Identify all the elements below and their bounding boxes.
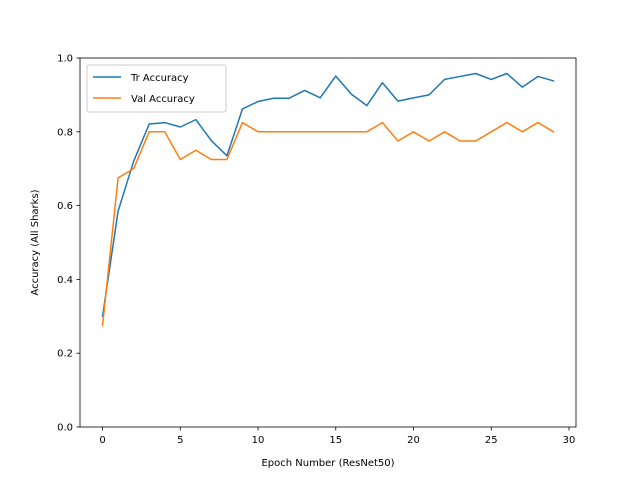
plot-area-border — [79, 57, 577, 428]
legend-box — [86, 64, 227, 113]
axes-frame — [79, 57, 577, 428]
series-line-tr-accuracy — [101, 72, 555, 318]
x-tick-label: 5 — [177, 435, 183, 446]
y-tick-label: 0.2 — [57, 349, 73, 360]
x-tick-label: 20 — [407, 435, 420, 446]
x-tick-label: 15 — [329, 435, 342, 446]
y-axis-label: Accuracy (All Sharks) — [30, 189, 41, 295]
y-tick-label: 1.0 — [57, 54, 73, 65]
ticks-layer: 0 5 10 15 20 25 30 0.0 0.2 0.4 0.6 0.8 1.0 — [57, 54, 575, 447]
x-axis-label: Epoch Number (ResNet50) — [261, 458, 394, 469]
x-tick-label: 10 — [252, 435, 265, 446]
y-tick-label: 0.4 — [57, 275, 73, 286]
legend-label-val-accuracy: Val Accuracy — [131, 94, 195, 105]
y-tick-label: 0.8 — [57, 127, 73, 138]
series-layer — [101, 72, 555, 327]
x-tick-label: 0 — [99, 435, 105, 446]
y-tick-label: 0.6 — [57, 201, 73, 212]
legend-label-tr-accuracy: Tr Accuracy — [130, 73, 189, 84]
y-tick-label: 0.0 — [57, 423, 73, 434]
x-tick-label: 30 — [563, 435, 576, 446]
legend: Tr Accuracy Val Accuracy — [86, 64, 227, 113]
x-tick-label: 25 — [485, 435, 498, 446]
series-line-val-accuracy — [101, 121, 555, 327]
